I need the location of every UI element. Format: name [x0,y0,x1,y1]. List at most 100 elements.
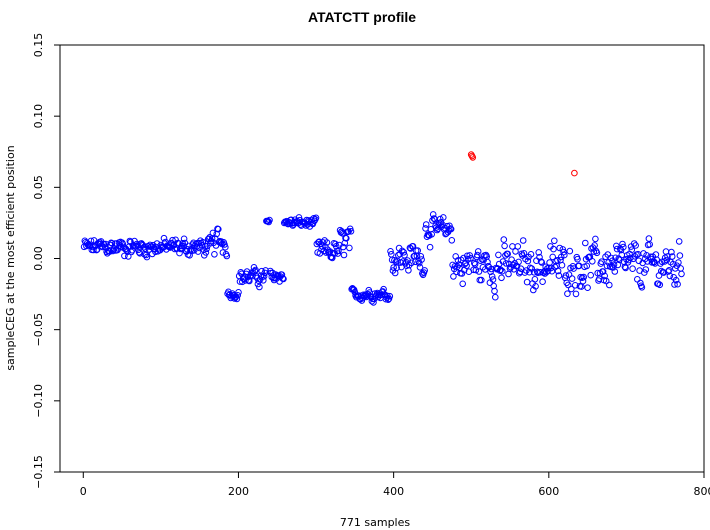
data-point [635,257,643,265]
data-point [556,244,564,252]
data-point [643,252,650,259]
data-point [475,268,483,275]
data-point [638,284,646,291]
data-point [334,250,342,257]
data-point [656,281,664,289]
data-point [583,262,591,270]
data-point [493,265,501,273]
data-point [664,253,671,260]
data-point [497,266,505,274]
data-point [536,253,543,261]
data-point [665,268,672,275]
data-point [500,236,508,243]
data-point [478,276,485,284]
data-point [477,257,484,265]
data-point [343,235,350,242]
data-point [645,235,653,242]
data-point [295,214,303,221]
data-point [582,239,589,247]
data-point [524,257,532,265]
y-tick-label: −0.15 [32,455,45,489]
data-point [135,249,143,256]
data-point [548,267,556,275]
y-axis-label: sampleCEG at the most efficient position [4,145,17,370]
data-point [180,235,188,243]
data-point [539,278,546,286]
data-point [514,243,522,250]
data-point [409,243,417,250]
data-point [502,260,510,267]
data-point [245,277,252,284]
y-tick-label: 0.00 [32,246,45,271]
data-point [619,240,626,248]
data-point [535,249,543,256]
x-axis-label: 771 samples [340,516,410,529]
data-point [235,289,242,296]
data-point [565,271,573,278]
data-point [568,285,575,293]
data-point [262,267,269,274]
data-point [587,271,595,279]
data-point [538,259,546,266]
x-axis: 0 200 400 600 800 [80,472,710,498]
data-point [426,243,434,251]
data-point [660,269,668,276]
data-point [246,277,253,285]
data-point [509,261,517,269]
data-point [391,257,398,264]
data-point [490,282,498,290]
data-point [602,277,610,285]
data-point [547,264,555,272]
data-point [347,228,355,235]
data-point [234,292,241,299]
data-point [87,237,95,245]
data-point [440,214,447,221]
data-point [671,281,678,288]
data-point [412,258,419,266]
y-tick-label: −0.10 [32,384,45,418]
data-point [504,250,512,258]
data-point [499,267,506,275]
data-point [377,291,385,299]
data-point [508,256,515,264]
data-point [672,276,680,284]
data-point [598,258,605,266]
data-point [417,252,425,260]
data-point [471,259,478,267]
data-point [675,238,683,245]
data-point [554,267,562,275]
data-point [505,270,512,278]
data-point [558,261,566,269]
data-point [561,251,568,259]
y-axis: −0.15 −0.10 −0.05 0.00 0.05 0.10 0.15 [32,33,60,489]
data-point [256,283,263,291]
data-point [217,239,224,247]
data-point [215,225,222,233]
data-point [589,258,596,265]
y-tick-label: −0.05 [32,313,45,347]
data-point [209,229,217,237]
data-point [568,275,576,282]
data-point [620,243,627,251]
data-point [495,251,502,259]
data-point [346,244,353,252]
data-point [527,251,535,258]
data-point [579,277,587,285]
data-point [622,264,629,272]
data-point [678,270,685,278]
data-point [474,251,481,259]
data-point [516,268,524,276]
data-point [628,246,636,253]
data-point [612,254,619,262]
data-point [400,249,408,256]
data-point [280,275,287,283]
x-tick-label: 400 [383,485,404,498]
data-point [646,241,654,248]
data-point [498,274,505,282]
data-point [339,243,347,251]
data-point [119,240,127,248]
data-point [466,252,474,259]
data-point [428,231,436,238]
data-point [422,221,430,228]
data-point [611,268,619,275]
